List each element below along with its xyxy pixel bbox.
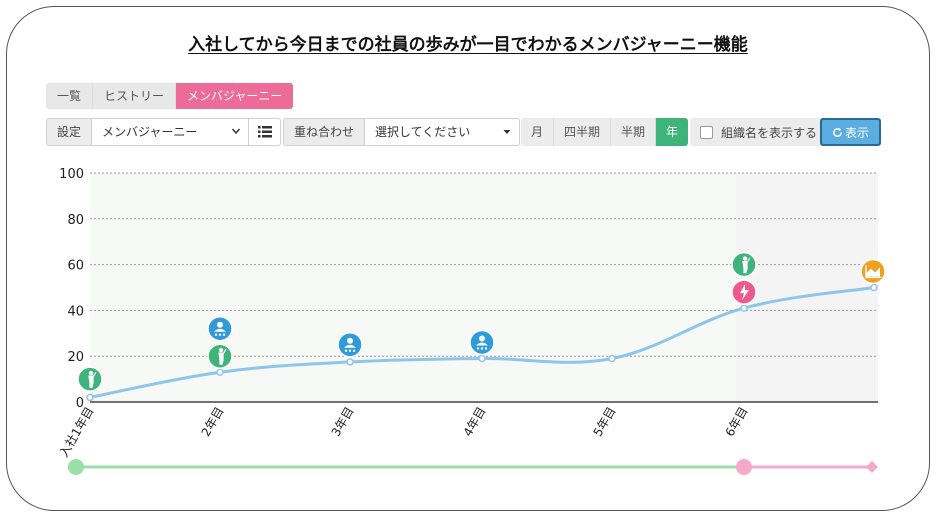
tab-list[interactable]: 一覧	[46, 83, 94, 109]
period-selector: 月 四半期 半期 年	[521, 118, 689, 146]
icon-axis	[865, 265, 881, 279]
icon-chart	[866, 267, 880, 277]
period-month[interactable]: 月	[521, 118, 555, 146]
chart-badge-icon	[860, 258, 886, 285]
x-axis: 入社1年目 2年目 3年目 4年目 5年目 6年目	[56, 404, 751, 460]
overlay-select-placeholder: 選択してください	[375, 125, 471, 139]
page-title: 入社してから今日までの社員の歩みが一目でわかるメンバジャーニー機能	[188, 35, 748, 55]
timeline-bar	[68, 459, 878, 475]
icon-star	[214, 333, 218, 336]
icon-body	[742, 257, 751, 274]
y-axis: 0 20 40 60 80 100	[59, 167, 878, 411]
icon-body	[214, 328, 226, 332]
x-tick-label: 入社1年目	[56, 404, 97, 460]
timeline-start-marker	[736, 459, 752, 475]
icon-star	[484, 347, 488, 350]
icon-star	[476, 347, 480, 350]
event-icons	[77, 251, 886, 392]
icon-star	[480, 347, 484, 350]
person-standing-icon	[731, 251, 757, 278]
data-points	[86, 283, 878, 402]
data-point	[346, 358, 354, 366]
show-button-wrap: 表示	[820, 118, 882, 146]
icon-head	[347, 337, 353, 344]
y-tick-label: 20	[67, 350, 84, 365]
icon-star	[344, 349, 348, 352]
show-org-checkbox[interactable]	[700, 125, 713, 139]
icon-star	[218, 333, 222, 336]
icon-body	[88, 371, 97, 388]
y-tick-label: 80	[67, 213, 84, 228]
icon-head	[88, 370, 94, 376]
x-tick-label: 3年目	[329, 405, 357, 439]
data-point	[478, 354, 486, 363]
chevron-down-icon	[231, 119, 241, 156]
data-point	[740, 304, 748, 312]
lightning-person-icon	[731, 279, 757, 305]
data-point	[86, 393, 94, 402]
overlay-group: 重ね合わせ 選択してください	[283, 118, 521, 146]
timeline-start-marker	[68, 459, 84, 475]
icon-head	[217, 321, 223, 328]
refresh-icon	[833, 127, 842, 137]
timeline-end-marker	[866, 461, 878, 473]
show-button[interactable]: 表示	[820, 118, 882, 146]
person-standing-icon	[77, 366, 103, 392]
icon-head	[479, 335, 485, 342]
setting-group: 設定 メンバジャーニー	[46, 118, 282, 146]
person-standing-icon	[207, 343, 233, 369]
show-org-label: 組織名を表示する	[721, 125, 818, 140]
list-button[interactable]	[249, 118, 282, 146]
period-half[interactable]: 半期	[611, 118, 657, 146]
data-point	[870, 283, 878, 292]
tab-member-journey[interactable]: メンバジャーニー	[176, 83, 294, 109]
tab-history[interactable]: ヒストリー	[93, 83, 177, 109]
data-point	[608, 354, 616, 363]
y-tick-label: 100	[59, 167, 84, 182]
x-tick-label: 2年目	[199, 405, 227, 439]
y-tick-label: 40	[67, 304, 84, 319]
y-tick-label: 60	[67, 259, 84, 274]
show-button-label: 表示	[845, 126, 870, 140]
plot-area-gray	[736, 173, 878, 402]
icon-star	[352, 349, 356, 352]
caret-down-icon	[502, 119, 512, 156]
show-org-option: 組織名を表示する	[690, 118, 828, 146]
icon-star	[222, 333, 226, 336]
overlay-select[interactable]: 選択してください	[365, 118, 521, 146]
period-quarter[interactable]: 四半期	[554, 118, 612, 146]
icon-head	[742, 256, 748, 261]
period-year[interactable]: 年	[656, 118, 689, 146]
x-tick-label: 5年目	[591, 405, 619, 439]
team-award-icon	[469, 329, 495, 356]
icon-body	[476, 342, 488, 346]
x-tick-label: 6年目	[723, 405, 751, 439]
list-icon	[257, 126, 272, 138]
setting-label: 設定	[46, 118, 93, 146]
setting-select[interactable]: メンバジャーニー	[92, 118, 250, 146]
icon-head	[218, 348, 224, 353]
team-award-icon	[207, 315, 233, 342]
plot-area-green	[90, 173, 736, 402]
icon-body	[218, 348, 227, 365]
show-org-toggle[interactable]: 組織名を表示する	[690, 118, 828, 146]
overlay-label: 重ね合わせ	[283, 118, 366, 146]
team-award-icon	[337, 332, 363, 358]
icon-body	[344, 344, 356, 348]
setting-select-value: メンバジャーニー	[102, 125, 198, 139]
data-point	[216, 368, 224, 376]
icon-star	[348, 349, 352, 352]
view-tabs: 一覧 ヒストリー メンバジャーニー	[46, 83, 294, 109]
icon-bolt	[740, 284, 749, 301]
x-tick-label: 4年目	[461, 405, 489, 439]
y-tick-label: 0	[76, 396, 84, 411]
